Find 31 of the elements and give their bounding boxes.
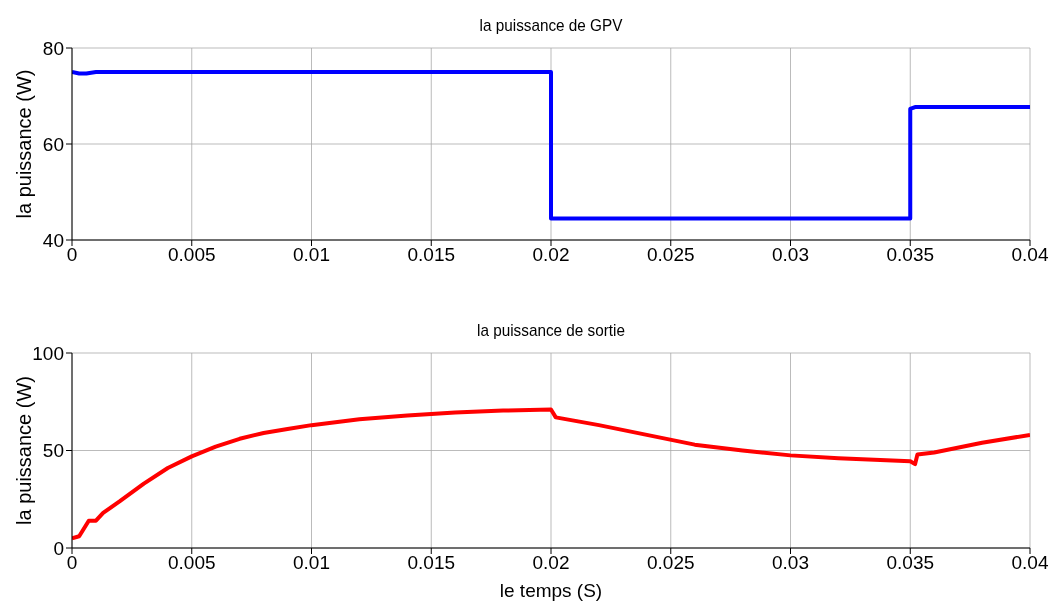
x-tick-label: 0.01 bbox=[293, 244, 330, 266]
y-tick-label: 0 bbox=[53, 537, 64, 559]
x-tick-label: 0.02 bbox=[532, 244, 570, 266]
x-tick-label: 0.02 bbox=[532, 552, 570, 574]
line-series bbox=[72, 70, 1030, 221]
chart-title: la puissance de sortie bbox=[476, 321, 626, 341]
x-tick-label: 0.015 bbox=[407, 244, 456, 266]
y-tick-label: 50 bbox=[42, 440, 64, 462]
x-tick-label: 0.04 bbox=[1011, 552, 1049, 574]
x-tick-label: 0.03 bbox=[772, 552, 809, 574]
x-tick-label: 0.035 bbox=[886, 552, 935, 574]
x-tick-label: 0.025 bbox=[646, 552, 695, 574]
x-tick-label: 0.03 bbox=[772, 244, 809, 266]
y-tick-label: 60 bbox=[42, 133, 64, 155]
x-tick-label: 0 bbox=[66, 552, 78, 574]
chart-title: la puissance de GPV bbox=[478, 16, 624, 36]
x-tick-label: 0.04 bbox=[1011, 244, 1049, 266]
y-axis-title: la puissance (W) bbox=[13, 376, 36, 525]
x-tick-label: 0.015 bbox=[407, 552, 456, 574]
x-tick-label: 0.005 bbox=[167, 552, 216, 574]
line-series bbox=[72, 407, 1030, 541]
y-tick-label: 40 bbox=[42, 229, 64, 251]
x-tick-label: 0.025 bbox=[646, 244, 695, 266]
x-tick-label: 0.035 bbox=[886, 244, 935, 266]
y-tick-label: 100 bbox=[32, 342, 64, 364]
x-axis-title: le temps (S) bbox=[498, 579, 604, 603]
x-tick-label: 0.01 bbox=[293, 552, 330, 574]
y-tick-label: 80 bbox=[42, 37, 64, 59]
y-axis-title: la puissance (W) bbox=[13, 69, 36, 219]
x-tick-label: 0.005 bbox=[167, 244, 216, 266]
x-tick-label: 0 bbox=[66, 244, 78, 266]
